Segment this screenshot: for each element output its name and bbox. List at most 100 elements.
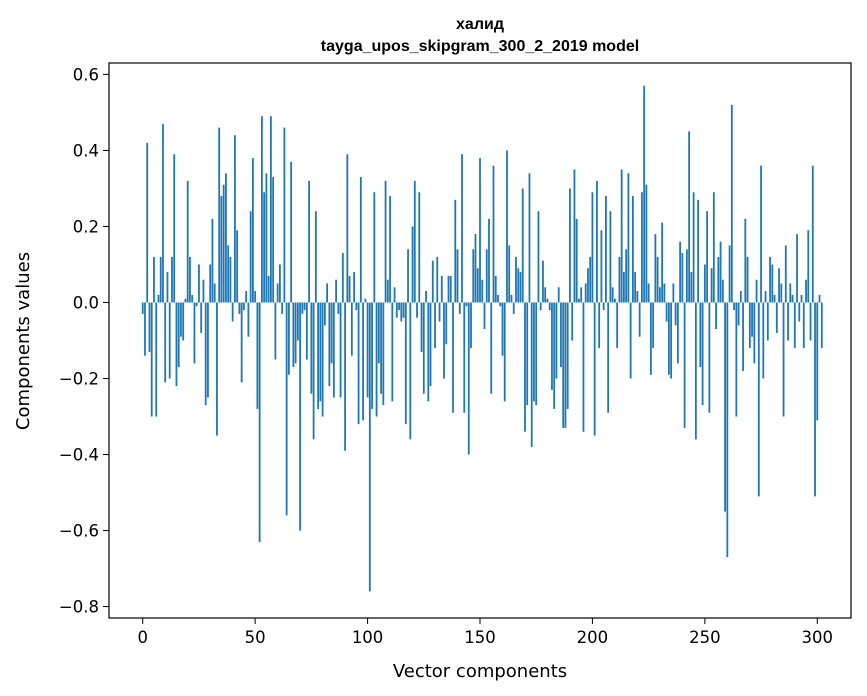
- bar: [267, 275, 270, 303]
- bar: [560, 302, 562, 368]
- bar: [359, 177, 362, 303]
- bar: [422, 302, 425, 394]
- bar: [764, 291, 767, 303]
- bar: [724, 302, 726, 512]
- bar: [492, 165, 495, 303]
- bar: [811, 165, 814, 303]
- bar: [616, 302, 619, 349]
- bar: [757, 302, 760, 497]
- bar: [366, 302, 369, 398]
- bar: [719, 241, 722, 303]
- bar: [452, 302, 454, 413]
- bar: [728, 245, 731, 303]
- bar: [191, 294, 194, 303]
- bar: [440, 275, 443, 303]
- bar: [535, 302, 538, 406]
- bar: [796, 234, 798, 303]
- bar: [407, 249, 409, 303]
- bar: [623, 272, 625, 303]
- bar: [501, 302, 504, 356]
- bar: [159, 256, 162, 303]
- bar: [598, 302, 601, 349]
- bar: [202, 279, 205, 303]
- bar: [816, 302, 819, 421]
- bar: [341, 253, 344, 303]
- bar: [566, 302, 569, 409]
- bar: [760, 165, 762, 303]
- bar: [485, 249, 488, 303]
- bar: [256, 302, 259, 409]
- bar: [784, 245, 787, 303]
- bar: [773, 294, 776, 303]
- bar: [800, 294, 803, 303]
- bar: [454, 199, 457, 303]
- bar: [386, 279, 389, 303]
- bar: [436, 256, 439, 303]
- bar: [818, 294, 821, 303]
- bar: [449, 275, 452, 303]
- bar: [712, 192, 715, 303]
- bar: [670, 302, 673, 379]
- bar: [371, 302, 373, 409]
- bar: [227, 245, 230, 303]
- bar: [539, 302, 542, 311]
- bar: [377, 302, 380, 364]
- bar: [782, 302, 785, 417]
- y-tick-label: −0.4: [59, 446, 99, 465]
- bar: [697, 199, 699, 303]
- bar: [524, 302, 526, 432]
- x-axis-ticks: 0 50 100 150 200 250 300: [137, 618, 833, 647]
- bar: [274, 302, 277, 360]
- bar: [564, 302, 567, 428]
- bar: [177, 302, 180, 368]
- bar: [470, 302, 472, 349]
- bar: [787, 302, 789, 341]
- bar: [301, 302, 304, 314]
- bar: [742, 302, 744, 371]
- bar: [362, 302, 364, 421]
- bar: [290, 161, 293, 303]
- bar: [173, 154, 176, 303]
- bar: [413, 180, 416, 303]
- bar: [272, 177, 275, 303]
- bar: [611, 287, 614, 303]
- bar: [409, 302, 412, 440]
- bar: [569, 188, 571, 303]
- bar: [245, 291, 248, 303]
- bar: [663, 283, 666, 303]
- chart-subtitle: tayga_upos_skipgram_300_2_2019 model: [321, 38, 639, 55]
- bar: [247, 302, 250, 337]
- bar: [521, 188, 524, 303]
- bar: [715, 302, 717, 330]
- bar: [456, 249, 459, 303]
- bar: [150, 302, 153, 417]
- x-tick-label: 150: [464, 628, 496, 647]
- bar: [220, 196, 223, 303]
- x-tick-label: 200: [577, 628, 609, 647]
- bar: [308, 180, 311, 303]
- y-tick-label: −0.8: [59, 598, 99, 617]
- bar: [497, 294, 499, 303]
- bar: [162, 123, 164, 303]
- bar: [427, 302, 430, 402]
- bar: [344, 302, 346, 451]
- bar: [667, 302, 670, 375]
- bar: [730, 104, 733, 303]
- y-tick-label: 0.0: [73, 293, 99, 312]
- bar: [494, 275, 497, 303]
- bar: [814, 302, 816, 497]
- bar: [148, 302, 151, 352]
- bar: [735, 302, 738, 417]
- bar: [425, 291, 427, 303]
- bar: [656, 256, 659, 303]
- bar: [575, 218, 578, 303]
- bar: [420, 302, 423, 352]
- bar: [186, 180, 189, 303]
- bar: [204, 302, 207, 406]
- bar: [357, 302, 360, 425]
- bar: [321, 302, 324, 417]
- bar: [618, 256, 621, 303]
- bar: [265, 173, 268, 303]
- bar: [775, 302, 778, 333]
- bar: [395, 302, 398, 318]
